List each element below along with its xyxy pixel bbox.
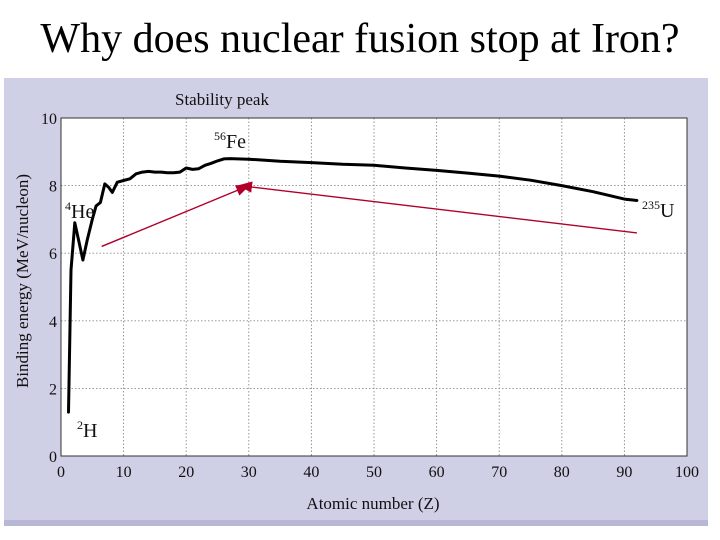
y-tick-label: 4: [49, 314, 57, 331]
red-arrow: [238, 181, 638, 234]
label-u235-symbol: U: [660, 200, 675, 222]
y-tick-label: 6: [49, 246, 57, 263]
x-tick-label: 80: [554, 464, 570, 481]
tick-labels: 0 10 20 30 40 50 60 70 80 90 100 0 2 4 6 8 10: [41, 111, 699, 481]
x-tick-label: 70: [491, 464, 507, 481]
label-he4: 4He: [65, 199, 94, 223]
x-tick-label: 10: [116, 464, 132, 481]
x-tick-label: 50: [366, 464, 382, 481]
label-h2-symbol: H: [83, 420, 97, 442]
x-tick-label: 90: [616, 464, 632, 481]
arrows-layer: [101, 181, 638, 248]
series-layer: [67, 157, 639, 414]
label-he4-mass: 4: [65, 199, 71, 213]
y-tick-label: 0: [49, 449, 57, 466]
binding-energy-curve: [67, 157, 639, 414]
x-tick-label: 60: [429, 464, 445, 481]
y-tick-label: 10: [41, 111, 57, 128]
binding-energy-chart: 0 10 20 30 40 50 60 70 80 90 100 0 2 4 6 8 10 Stability …: [13, 90, 699, 513]
grid-lines: [61, 118, 687, 456]
y-axis-label: Binding energy (MeV/nucleon): [13, 174, 32, 388]
x-tick-label: 30: [241, 464, 257, 481]
label-he4-symbol: He: [71, 201, 94, 223]
slide-title: Why does nuclear fusion stop at Iron?: [40, 16, 680, 62]
x-axis-label: Atomic number (Z): [306, 494, 439, 513]
label-fe56: 56Fe: [214, 129, 246, 153]
x-tick-label: 100: [675, 464, 699, 481]
label-fe56-symbol: Fe: [226, 131, 246, 153]
x-tick-label: 20: [178, 464, 194, 481]
y-tick-label: 2: [49, 381, 57, 398]
label-h2-mass: 2: [77, 418, 83, 432]
red-arrow: [101, 184, 251, 248]
x-tick-label: 0: [57, 464, 65, 481]
panel-shadow: [4, 520, 708, 526]
label-u235: 235U: [642, 198, 675, 222]
plot-frame: [60, 117, 688, 457]
axes: [60, 117, 688, 457]
figure-panel: 0 10 20 30 40 50 60 70 80 90 100 0 2 4 6 8 10 Stability …: [4, 78, 708, 526]
label-u235-mass: 235: [642, 198, 660, 212]
x-tick-label: 40: [303, 464, 319, 481]
label-fe56-mass: 56: [214, 129, 226, 143]
y-tick-label: 8: [49, 179, 57, 196]
chart-title: Stability peak: [175, 90, 269, 109]
label-h2: 2H: [77, 418, 97, 442]
